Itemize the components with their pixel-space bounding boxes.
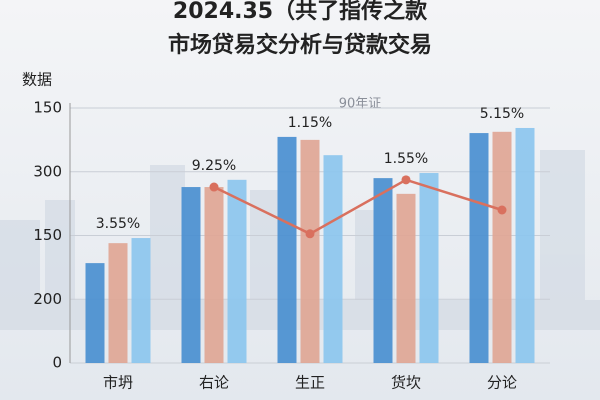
y-tick-label: 300 [33, 162, 62, 180]
bar [204, 187, 224, 363]
bar [469, 133, 489, 363]
group-label: 9.25% [192, 158, 236, 174]
bar [419, 173, 439, 363]
chart-subtitle: 市场贷易交分析与贷款交易 [168, 32, 432, 58]
bar [227, 179, 247, 363]
bar [85, 263, 105, 363]
y-axis-label: 数据 [22, 71, 52, 89]
bar [323, 155, 343, 363]
bar [515, 127, 535, 363]
trend-point [401, 175, 411, 185]
trend-point [209, 182, 219, 192]
x-tick-label: 市坍 [103, 374, 133, 392]
bar [373, 178, 393, 363]
x-tick-label: 分论 [487, 374, 517, 392]
trend-line [213, 178, 503, 236]
trend-point [497, 205, 507, 215]
group-label: 3.55% [96, 216, 140, 232]
y-tick-label: 150 [33, 99, 62, 117]
bar [396, 193, 416, 363]
bar [108, 243, 128, 363]
bar [277, 136, 297, 363]
bar [492, 131, 512, 363]
bar [131, 238, 151, 363]
group-label: 5.15% [480, 106, 524, 122]
x-tick-label: 货坎 [391, 374, 421, 392]
trend-point [305, 229, 315, 239]
bar [181, 187, 201, 363]
group-label: 1.15% [288, 115, 332, 131]
annotation: 90年证 [339, 97, 382, 112]
y-tick-label: 150 [33, 226, 62, 244]
chart-title: 2024.35（共了指传之款 [173, 0, 428, 24]
bar [300, 139, 320, 363]
y-tick-label: 0 [52, 354, 62, 372]
x-tick-label: 右论 [199, 374, 229, 392]
y-tick-label: 200 [33, 290, 62, 308]
x-tick-label: 生正 [295, 374, 325, 392]
group-label: 1.55% [384, 151, 428, 167]
